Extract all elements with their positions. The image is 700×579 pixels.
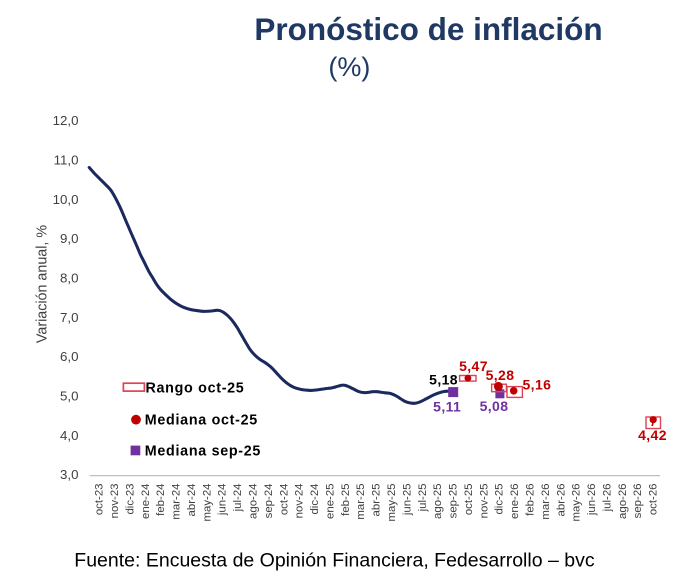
svg-text:jul-24: jul-24 <box>232 484 244 513</box>
svg-text:4,42: 4,42 <box>638 427 667 443</box>
svg-text:7,0: 7,0 <box>60 310 79 325</box>
svg-text:oct-26: oct-26 <box>648 484 660 516</box>
svg-text:dic-23: dic-23 <box>124 484 136 515</box>
svg-text:sep-24: sep-24 <box>263 484 275 519</box>
svg-text:nov-24: nov-24 <box>294 484 306 519</box>
svg-text:5,47: 5,47 <box>459 358 488 374</box>
svg-text:sep-25: sep-25 <box>448 484 460 519</box>
svg-text:Rango oct-25: Rango oct-25 <box>146 381 245 397</box>
svg-text:dic-25: dic-25 <box>494 484 506 515</box>
svg-text:12,0: 12,0 <box>53 113 79 128</box>
svg-text:5,0: 5,0 <box>60 389 79 404</box>
svg-text:5,08: 5,08 <box>480 398 509 414</box>
svg-text:mar-26: mar-26 <box>540 484 552 520</box>
svg-text:Mediana sep-25: Mediana sep-25 <box>145 443 261 459</box>
svg-text:ene-26: ene-26 <box>509 484 521 519</box>
svg-text:6,0: 6,0 <box>60 349 79 364</box>
svg-text:abr-25: abr-25 <box>371 484 383 517</box>
svg-text:5,18: 5,18 <box>429 372 458 388</box>
svg-text:5,16: 5,16 <box>523 377 552 393</box>
svg-text:feb-26: feb-26 <box>525 484 537 516</box>
svg-text:may-26: may-26 <box>571 484 583 522</box>
svg-text:11,0: 11,0 <box>54 153 79 168</box>
svg-text:8,0: 8,0 <box>60 271 79 286</box>
svg-text:ago-26: ago-26 <box>617 484 629 519</box>
svg-text:mar-24: mar-24 <box>171 484 183 520</box>
svg-text:may-25: may-25 <box>386 484 398 522</box>
svg-text:jun-26: jun-26 <box>586 484 598 517</box>
svg-text:(%): (%) <box>328 52 370 82</box>
svg-text:feb-25: feb-25 <box>340 484 352 516</box>
svg-text:ago-25: ago-25 <box>432 484 444 519</box>
svg-text:Variación anual, %: Variación anual, % <box>35 225 51 343</box>
svg-text:10,0: 10,0 <box>53 192 79 207</box>
svg-text:5,11: 5,11 <box>433 399 461 415</box>
svg-text:jul-26: jul-26 <box>601 484 613 513</box>
svg-text:ago-24: ago-24 <box>248 484 260 519</box>
svg-text:oct-25: oct-25 <box>463 484 475 516</box>
svg-text:nov-25: nov-25 <box>478 484 490 519</box>
svg-text:oct-23: oct-23 <box>94 484 106 516</box>
svg-text:4,0: 4,0 <box>60 428 79 443</box>
svg-text:nov-23: nov-23 <box>109 484 121 519</box>
svg-text:abr-26: abr-26 <box>555 484 567 517</box>
svg-text:9,0: 9,0 <box>60 231 79 246</box>
svg-text:abr-24: abr-24 <box>186 484 198 517</box>
svg-text:oct-24: oct-24 <box>278 484 290 516</box>
svg-text:mar-25: mar-25 <box>355 484 367 520</box>
svg-text:Mediana oct-25: Mediana oct-25 <box>145 413 258 429</box>
svg-text:dic-24: dic-24 <box>309 484 321 515</box>
svg-text:Pronóstico de inflación: Pronóstico de inflación <box>254 11 602 47</box>
svg-text:ene-24: ene-24 <box>140 484 152 519</box>
svg-text:feb-24: feb-24 <box>155 484 167 516</box>
svg-text:sep-26: sep-26 <box>632 484 644 519</box>
svg-text:jun-25: jun-25 <box>401 484 413 517</box>
svg-text:ene-25: ene-25 <box>324 484 336 519</box>
svg-text:5,28: 5,28 <box>486 367 515 383</box>
svg-text:Fuente: Encuesta de Opinión Fi: Fuente: Encuesta de Opinión Financiera, … <box>74 549 595 571</box>
svg-text:may-24: may-24 <box>201 484 213 522</box>
svg-text:3,0: 3,0 <box>60 467 79 482</box>
svg-text:jun-24: jun-24 <box>217 484 229 517</box>
svg-text:jul-25: jul-25 <box>417 484 429 513</box>
